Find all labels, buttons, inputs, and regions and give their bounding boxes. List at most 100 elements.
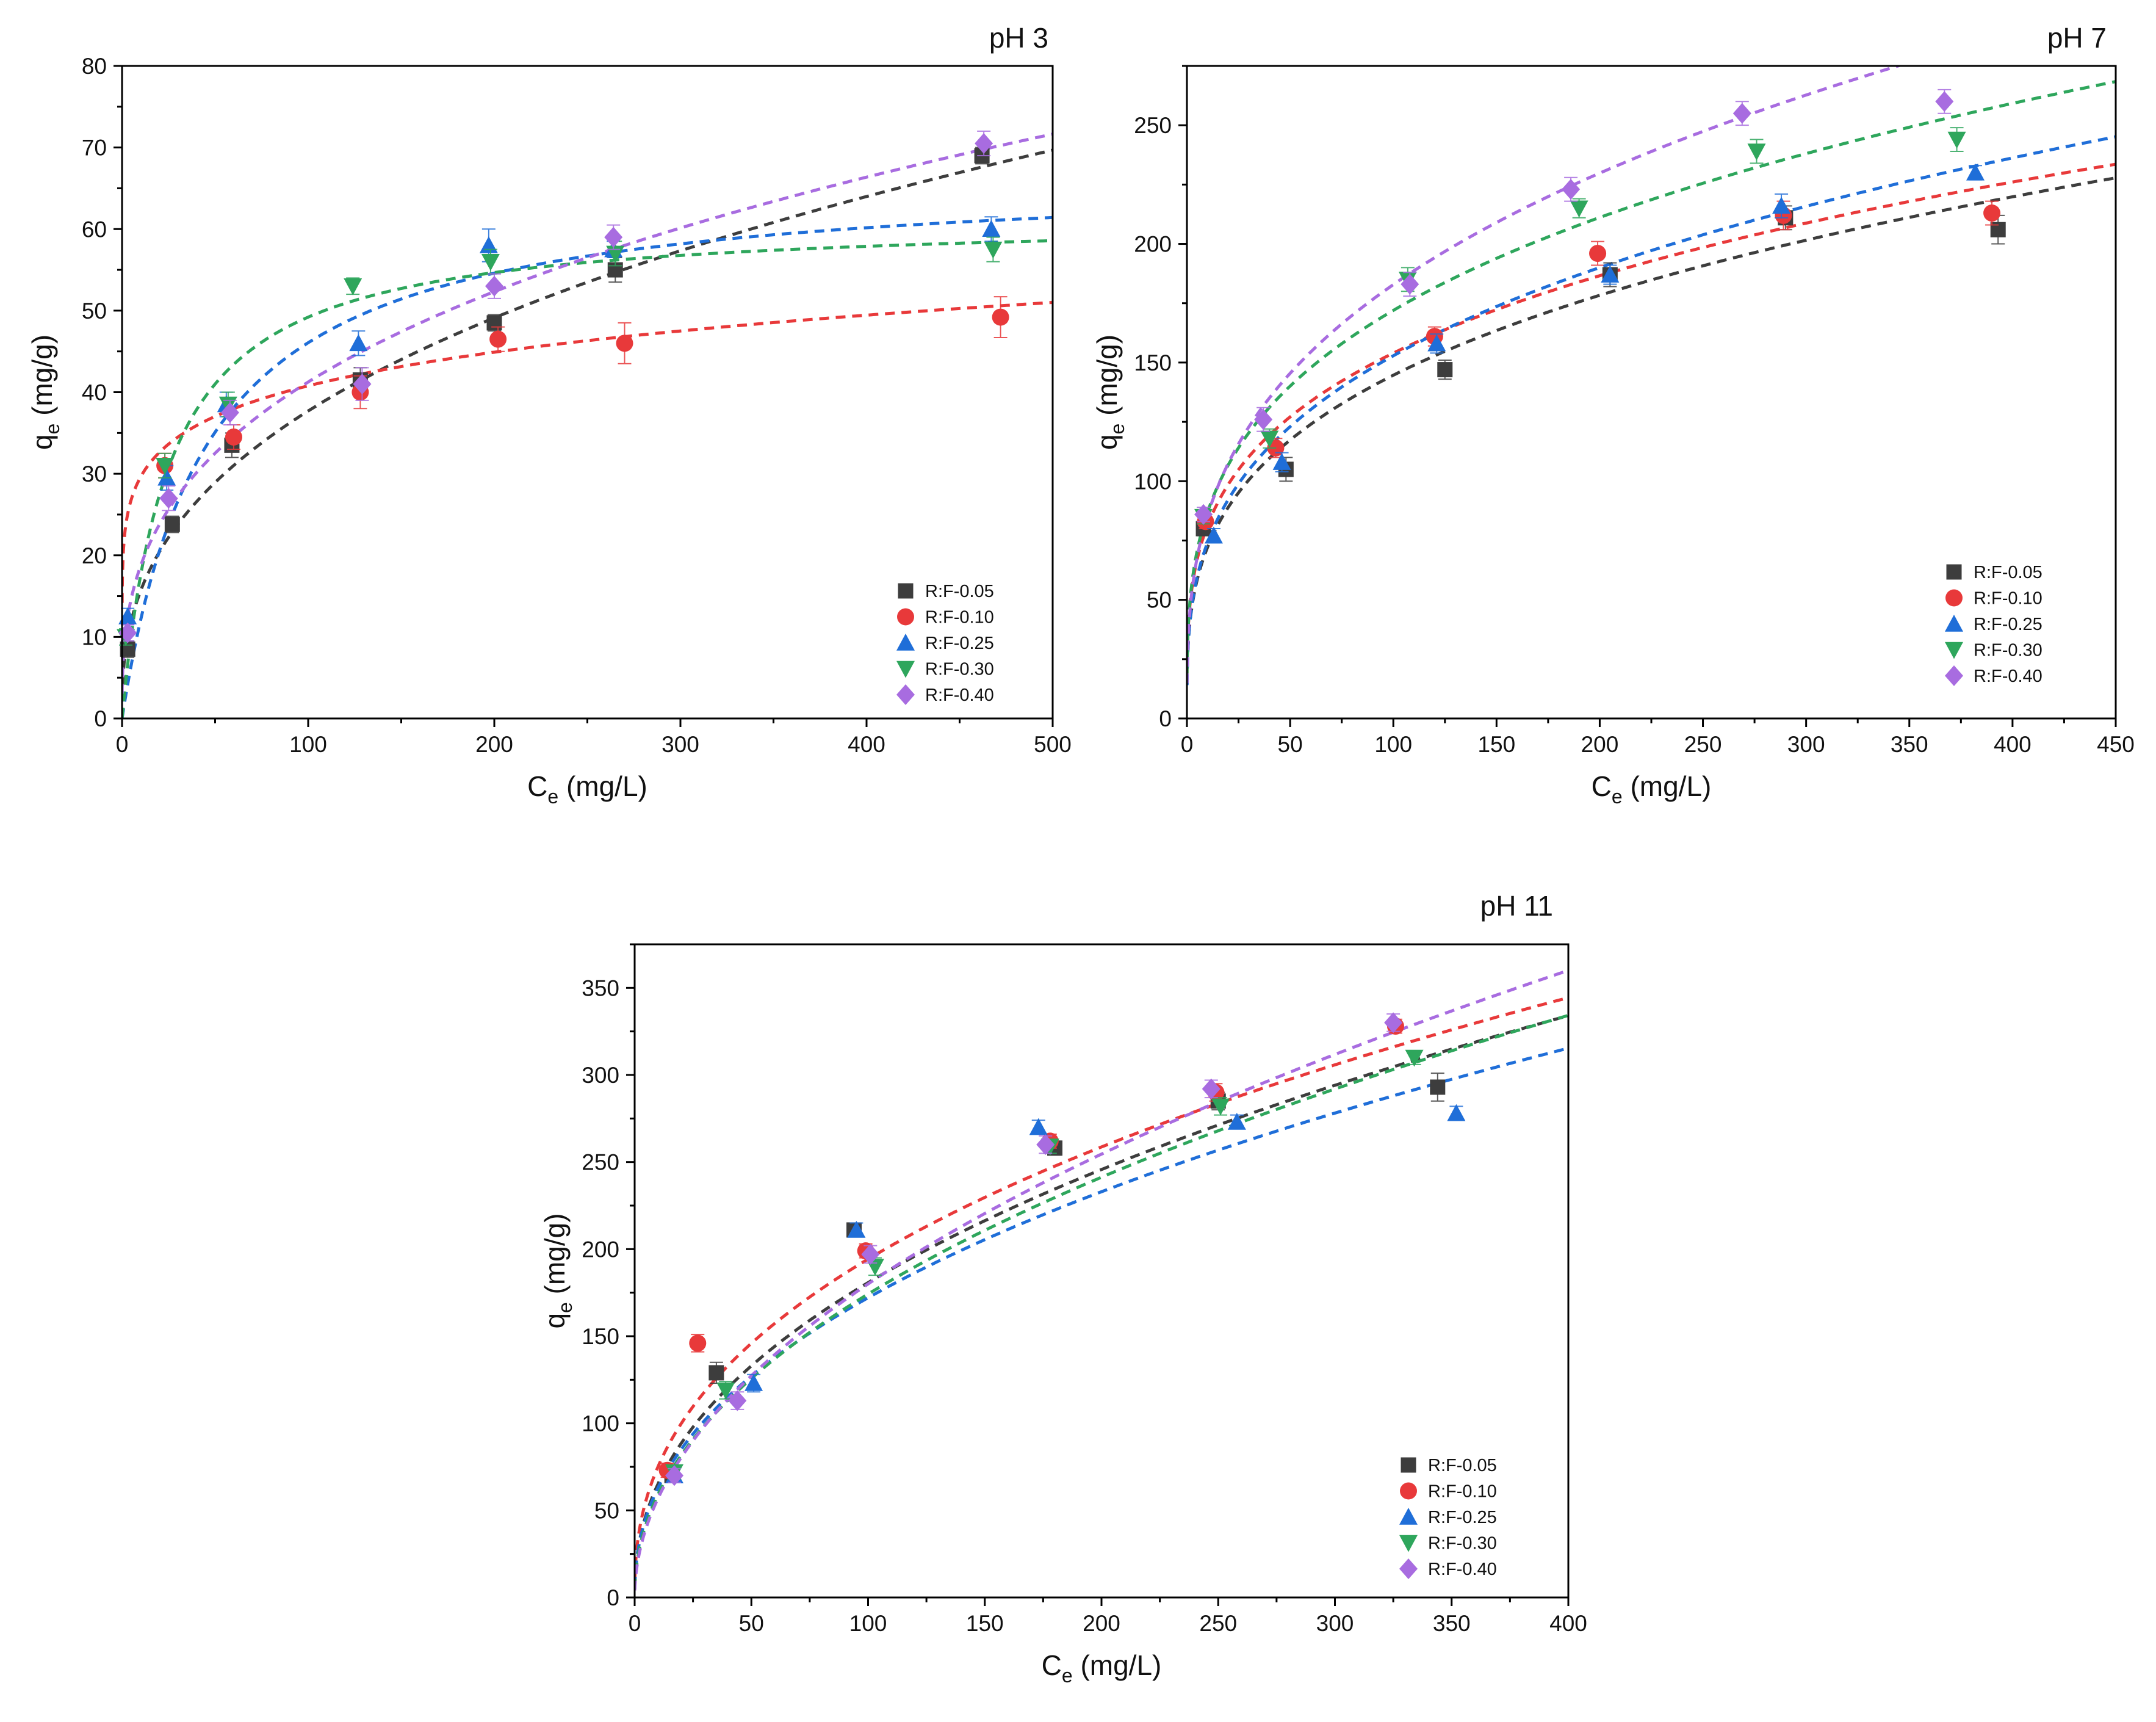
y-tick-label: 200 xyxy=(582,1237,619,1262)
data-point xyxy=(1747,143,1766,161)
y-tick-label: 150 xyxy=(1134,350,1172,375)
series-r-f-0-25 xyxy=(1204,163,1985,544)
y-tick-label: 100 xyxy=(582,1411,619,1436)
legend-label: R:F-0.10 xyxy=(1974,589,2042,609)
x-axis-label: Ce (mg/L) xyxy=(1592,770,1712,808)
y-tick-label: 50 xyxy=(82,298,107,324)
chart-panel-ph7: 0 50 100 150 200 250 300 350 400 450 0 50 100 150 200 2… xyxy=(1091,22,2135,808)
legend-marker xyxy=(1399,1535,1418,1552)
series-r-f-0-30 xyxy=(665,1049,1424,1481)
x-tick-label: 400 xyxy=(1994,732,2032,757)
data-point xyxy=(489,330,507,348)
panel-title: pH 3 xyxy=(989,22,1048,54)
x-tick-label: 100 xyxy=(289,732,327,757)
legend-item: R:F-0.40 xyxy=(896,684,994,705)
legend-label: R:F-0.30 xyxy=(1974,641,2042,660)
data-point xyxy=(982,220,1001,237)
data-point xyxy=(1029,1118,1048,1135)
fit-curve-r-f-0-40 xyxy=(122,132,1053,694)
data-point xyxy=(847,1220,866,1238)
legend: R:F-0.05 R:F-0.10 R:F-0.25 R:F-0.30 R:F-0.40 xyxy=(1945,563,2042,686)
fit-curve-r-f-0-30 xyxy=(122,239,1053,718)
data-point xyxy=(486,315,502,331)
y-tick-label: 300 xyxy=(582,1063,619,1088)
y-tick-label: 10 xyxy=(82,624,107,649)
y-tick-label: 0 xyxy=(94,706,107,731)
legend-label: R:F-0.40 xyxy=(1974,667,2042,686)
legend-marker xyxy=(1945,589,1963,607)
data-point xyxy=(975,132,993,154)
fit-curve-r-f-0-30 xyxy=(1187,80,2116,676)
x-tick-label: 150 xyxy=(1477,732,1515,757)
x-tick-label: 150 xyxy=(966,1611,1004,1636)
fit-curve-r-f-0-30 xyxy=(635,1014,1568,1589)
x-tick-label: 400 xyxy=(1549,1611,1587,1636)
legend-item: R:F-0.25 xyxy=(896,634,994,653)
series-r-f-0-10 xyxy=(1197,200,2001,530)
x-tick-label: 350 xyxy=(1891,732,1928,757)
legend-item: R:F-0.30 xyxy=(1945,641,2042,660)
fit-curve-r-f-0-25 xyxy=(122,215,1053,718)
y-tick-label: 250 xyxy=(582,1150,619,1175)
data-point xyxy=(481,253,500,271)
data-point xyxy=(1562,179,1581,200)
legend-marker xyxy=(896,660,915,678)
y-tick-label: 150 xyxy=(582,1324,619,1349)
legend-label: R:F-0.05 xyxy=(925,582,994,601)
data-point xyxy=(118,607,137,624)
panel-title: pH 7 xyxy=(2047,22,2107,54)
legend-label: R:F-0.25 xyxy=(1974,615,2042,634)
legend-marker xyxy=(1946,564,1962,580)
data-point xyxy=(1447,1104,1466,1121)
data-point xyxy=(1601,266,1620,283)
chart-panel-ph11: 0 50 100 150 200 250 300 350 400 0 50 100 150 200 250 3… xyxy=(539,890,1587,1687)
data-point xyxy=(1947,131,1966,149)
data-point xyxy=(479,236,498,253)
legend-marker xyxy=(1945,615,1963,632)
series-r-f-0-10 xyxy=(156,296,1009,479)
y-axis-label: qe (mg/g) xyxy=(1091,335,1128,450)
y-tick-label: 30 xyxy=(82,461,107,487)
series-r-f-0-30 xyxy=(117,236,1003,646)
series-r-f-0-40 xyxy=(1194,89,1954,525)
data-point xyxy=(118,622,137,643)
data-point xyxy=(689,1334,707,1352)
x-tick-label: 0 xyxy=(1181,732,1194,757)
data-point xyxy=(349,334,368,352)
data-point xyxy=(716,1382,735,1400)
data-point xyxy=(616,335,633,352)
data-point xyxy=(1437,362,1453,378)
x-tick-label: 100 xyxy=(849,1611,887,1636)
y-tick-label: 80 xyxy=(82,54,107,79)
y-tick-label: 200 xyxy=(1134,232,1172,257)
data-point xyxy=(1036,1134,1055,1156)
data-point xyxy=(164,516,180,532)
legend-item: R:F-0.30 xyxy=(1399,1534,1497,1554)
data-point xyxy=(1384,1012,1403,1033)
y-tick-label: 350 xyxy=(582,975,619,1000)
x-tick-label: 450 xyxy=(2097,732,2135,757)
data-point xyxy=(745,1374,763,1391)
legend-label: R:F-0.05 xyxy=(1974,563,2042,582)
legend: R:F-0.05 R:F-0.10 R:F-0.25 R:F-0.30 R:F-0.40 xyxy=(896,582,994,705)
fit-curve-r-f-0-40 xyxy=(1187,66,1903,684)
chart-panel-ph3: 0 100 200 300 400 500 0 10 20 30 40 50 60 70 80 Ce (mg/… xyxy=(26,22,1072,808)
legend-label: R:F-0.40 xyxy=(1428,1560,1497,1579)
x-axis: 0 50 100 150 200 250 300 350 400 xyxy=(629,1597,1587,1636)
legend-marker xyxy=(896,634,915,651)
fit-curve-r-f-0-25 xyxy=(635,1046,1568,1587)
y-tick-label: 40 xyxy=(82,380,107,405)
x-axis: 0 50 100 150 200 250 300 350 400 450 xyxy=(1181,718,2135,757)
legend-marker xyxy=(896,684,915,705)
legend-marker xyxy=(898,583,914,599)
fit-curve-r-f-0-10 xyxy=(635,996,1568,1583)
legend-marker xyxy=(1945,642,1963,659)
y-tick-label: 0 xyxy=(1159,706,1172,731)
data-point xyxy=(1570,200,1588,218)
legend-marker xyxy=(1399,1558,1418,1579)
data-point xyxy=(344,278,362,295)
data-point xyxy=(353,374,372,395)
data-point xyxy=(1732,103,1751,124)
data-point xyxy=(1202,1078,1220,1099)
x-tick-label: 250 xyxy=(1684,732,1722,757)
